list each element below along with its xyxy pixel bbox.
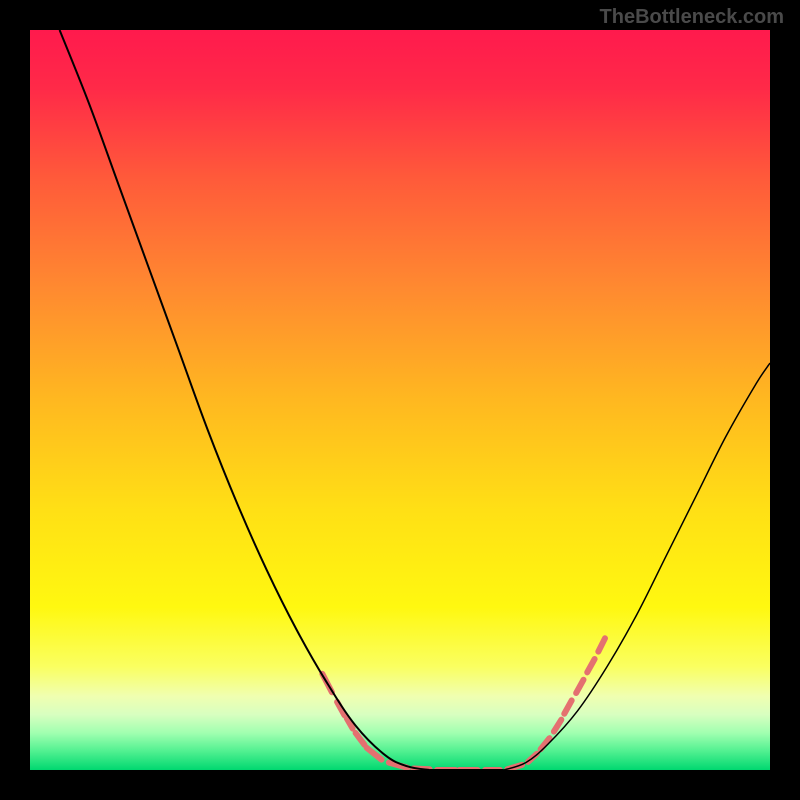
- data-marker: [576, 680, 583, 693]
- watermark-text: TheBottleneck.com: [600, 6, 784, 29]
- chart-container: [30, 30, 770, 770]
- marker-group: [322, 638, 605, 770]
- right-curve: [504, 363, 770, 770]
- left-curve: [60, 30, 430, 770]
- curve-layer: [30, 30, 770, 770]
- data-marker: [564, 700, 571, 713]
- data-marker: [598, 638, 605, 651]
- data-marker: [587, 659, 594, 672]
- data-marker: [554, 720, 561, 732]
